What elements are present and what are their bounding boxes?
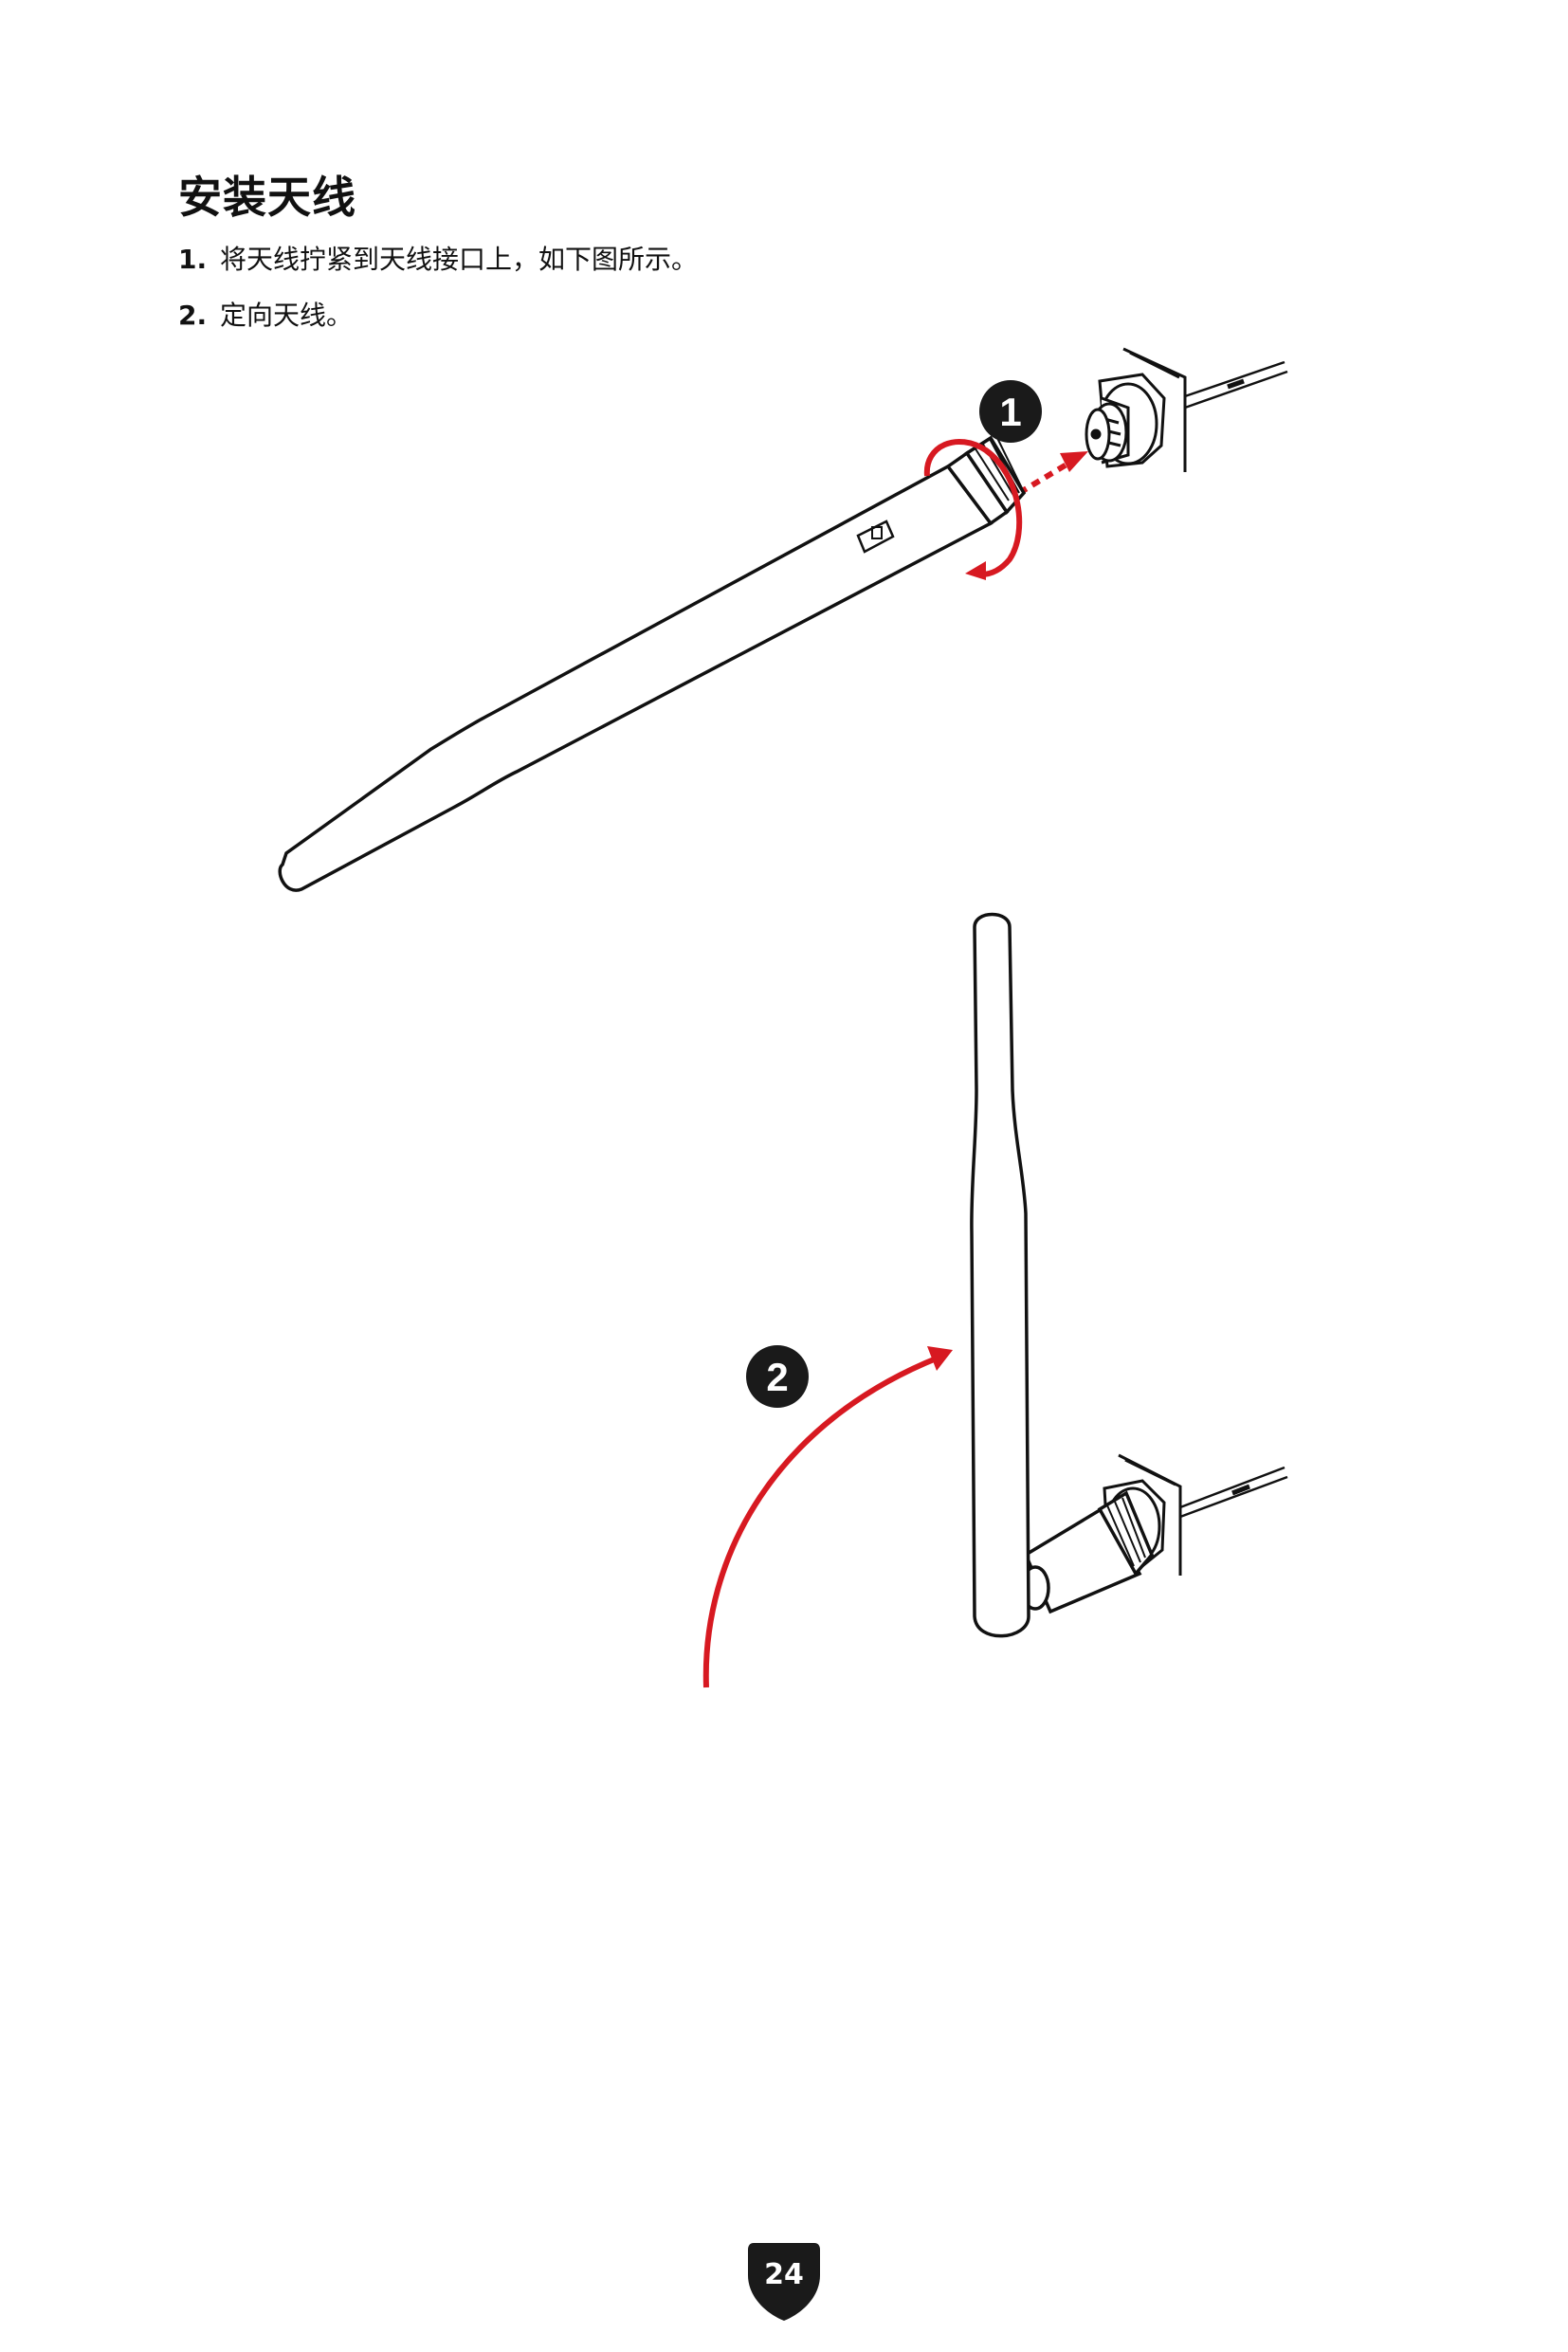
step-number: 1. xyxy=(178,244,208,275)
figure-1-screw-antenna: 1 xyxy=(278,347,1288,892)
page-title: 安装天线 xyxy=(178,172,356,223)
insert-arrow xyxy=(1017,451,1088,496)
rotate-arrow xyxy=(923,439,1023,580)
callout-2: 2 xyxy=(746,1345,809,1408)
page-number-badge: 24 xyxy=(744,2237,824,2325)
antenna-angled xyxy=(278,435,1027,892)
step-item: 2. 定向天线。 xyxy=(178,295,698,333)
antenna-vertical xyxy=(970,912,1155,1638)
step-text: 定向天线。 xyxy=(220,300,354,331)
callout-1-label: 1 xyxy=(999,390,1021,434)
callout-1: 1 xyxy=(979,380,1042,443)
orient-arrow xyxy=(702,1346,953,1688)
steps-list: 1. 将天线拧紧到天线接口上，如下图所示。 2. 定向天线。 xyxy=(178,239,698,351)
step-item: 1. 将天线拧紧到天线接口上，如下图所示。 xyxy=(178,239,698,277)
step-number: 2. xyxy=(178,300,208,331)
figure-2-orient-antenna: 2 xyxy=(702,912,1288,1688)
shield-icon xyxy=(748,2243,820,2321)
page-number: 24 xyxy=(764,2258,804,2291)
callout-2-label: 2 xyxy=(766,1355,788,1399)
step-text: 将天线拧紧到天线接口上，如下图所示。 xyxy=(220,244,699,275)
rear-panel-connector xyxy=(1085,347,1288,472)
